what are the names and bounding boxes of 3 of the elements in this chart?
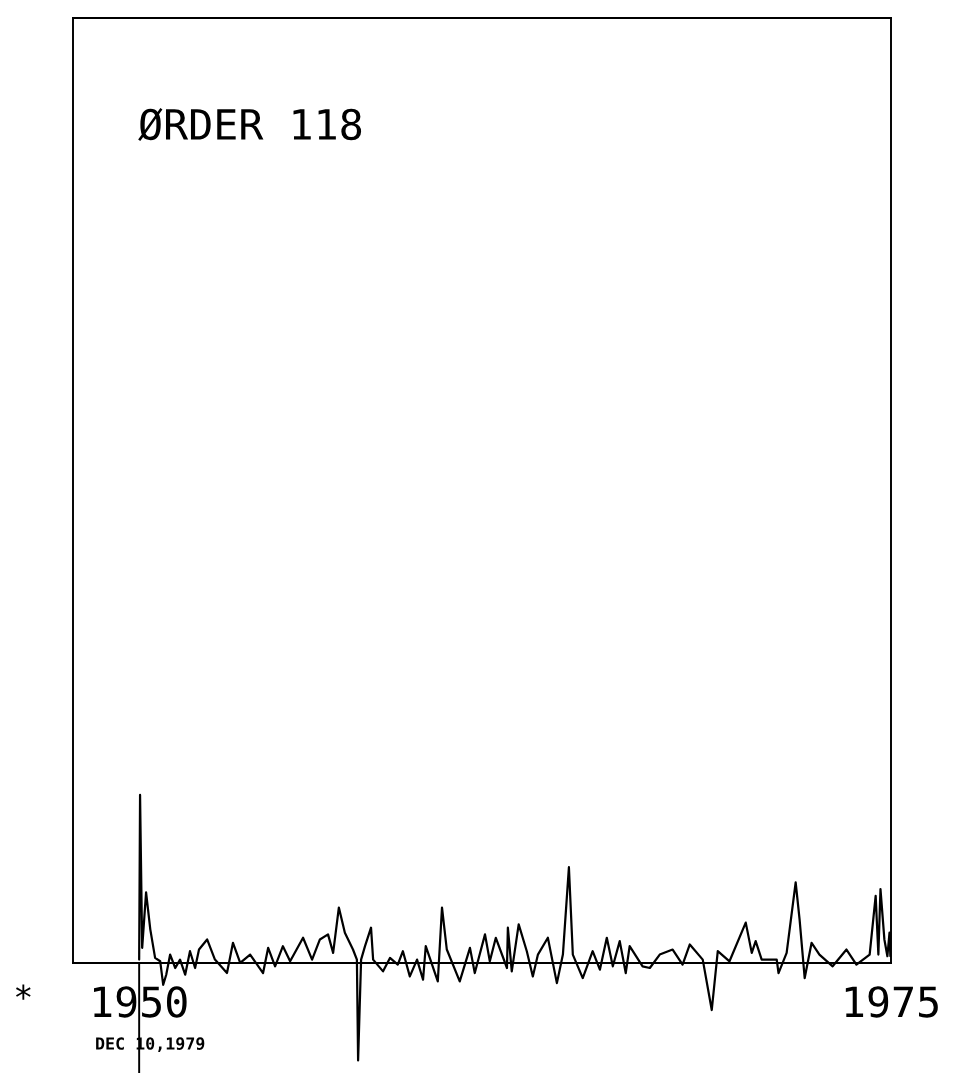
x-tick-label: 1975 xyxy=(845,986,938,1018)
text: ØRDER 118 xyxy=(138,107,362,142)
text: * xyxy=(15,984,31,1000)
